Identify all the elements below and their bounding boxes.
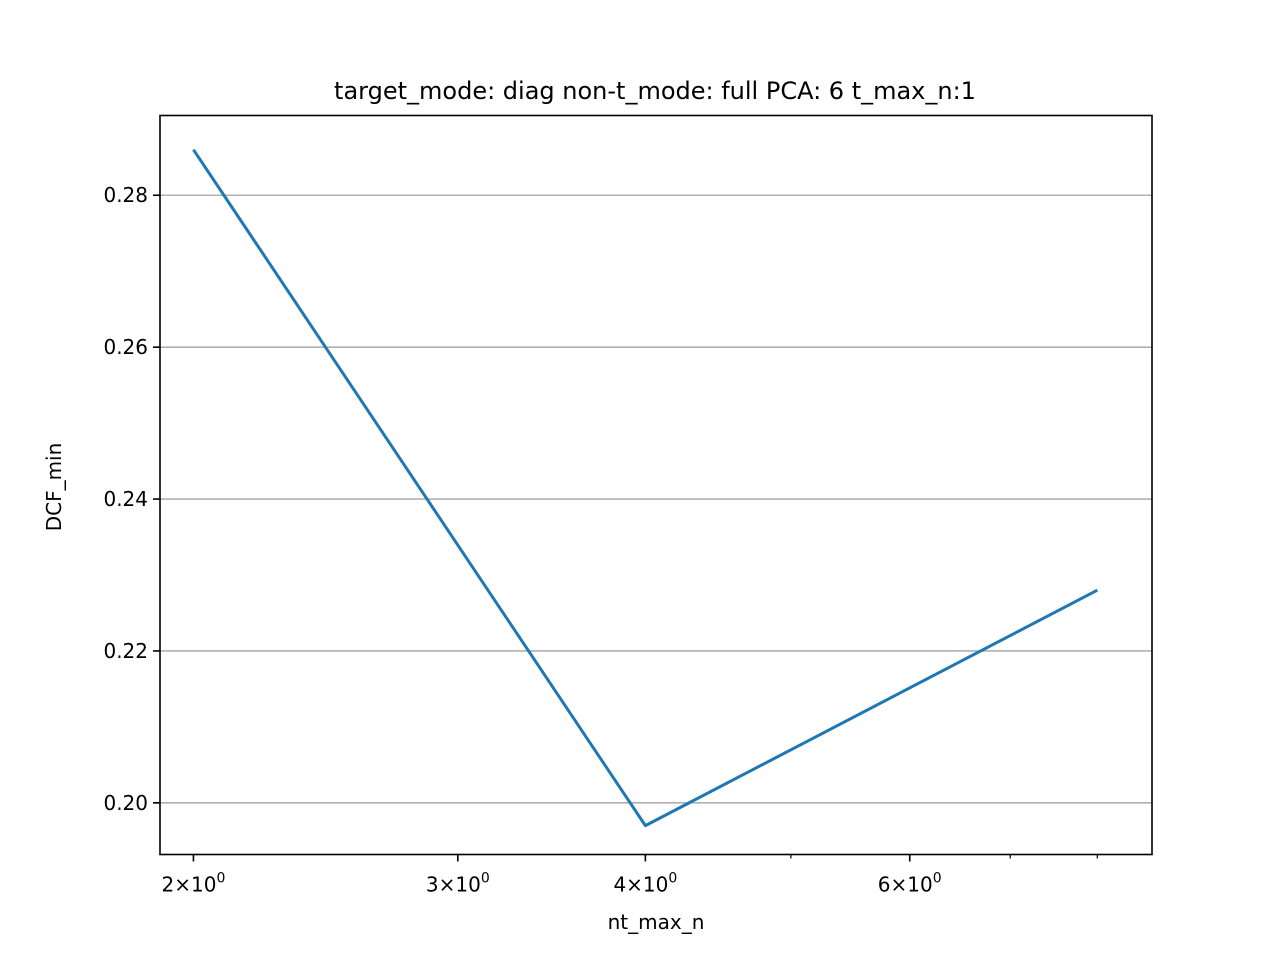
- ticks-layer: 0.200.220.240.260.282×100 3×100 4×100 6×100: [103, 183, 1098, 897]
- x-tick-exponent: 0: [481, 871, 490, 887]
- y-tick-label: 0.20: [103, 791, 148, 815]
- x-tick-base: 2: [162, 873, 175, 897]
- x-tick-exponent: 0: [933, 871, 942, 887]
- chart-title: target_mode: diag non-t_mode: full PCA: …: [334, 77, 976, 105]
- y-axis-label: DCF_min: [42, 443, 66, 532]
- x-tick-exponent: 0: [668, 871, 677, 887]
- x-tick-times: ×10: [439, 873, 481, 897]
- y-tick-label: 0.22: [103, 639, 148, 663]
- x-tick-base: 3: [426, 873, 439, 897]
- x-tick-times: ×10: [891, 873, 933, 897]
- x-tick-label: 6×100: [878, 871, 942, 897]
- y-tick-label: 0.26: [103, 335, 148, 359]
- x-tick-exponent: 0: [216, 871, 225, 887]
- x-tick-label: 3×100: [426, 871, 490, 897]
- y-tick-label: 0.24: [103, 487, 148, 511]
- x-tick-base: 6: [878, 873, 891, 897]
- series-layer: [192, 148, 1099, 828]
- x-tick-times: ×10: [174, 873, 216, 897]
- x-tick-label: 4×100: [613, 871, 677, 897]
- y-tick-label: 0.28: [103, 183, 148, 207]
- x-tick-base: 4: [613, 873, 626, 897]
- x-tick-label: 2×100: [162, 871, 226, 897]
- plot-frame: [159, 114, 1153, 856]
- x-tick-times: ×10: [626, 873, 668, 897]
- x-axis-label: nt_max_n: [608, 910, 705, 934]
